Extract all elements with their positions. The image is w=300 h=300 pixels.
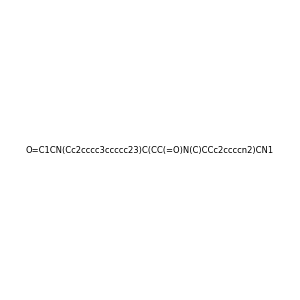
Text: O=C1CN(Cc2cccc3ccccc23)C(CC(=O)N(C)CCc2ccccn2)CN1: O=C1CN(Cc2cccc3ccccc23)C(CC(=O)N(C)CCc2c…	[26, 146, 274, 154]
